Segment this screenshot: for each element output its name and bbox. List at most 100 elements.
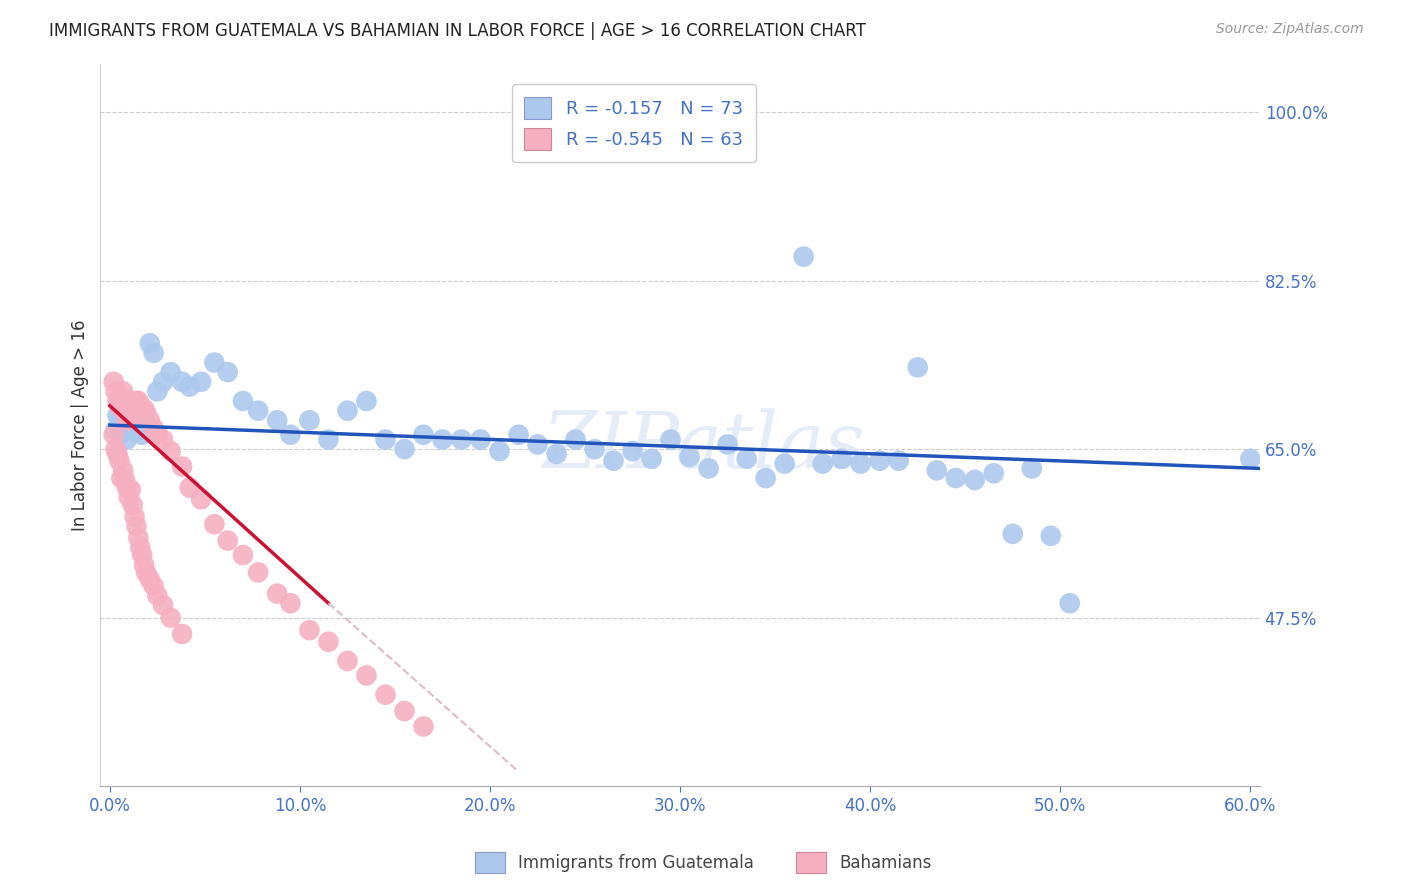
Point bbox=[104, 442, 127, 457]
Point bbox=[142, 421, 165, 435]
Point bbox=[945, 471, 967, 485]
Point bbox=[394, 704, 416, 718]
Point bbox=[146, 589, 169, 603]
Point bbox=[172, 375, 194, 389]
Point bbox=[869, 454, 891, 468]
Point bbox=[114, 418, 136, 433]
Point bbox=[115, 481, 138, 495]
Legend: R = -0.157   N = 73, R = -0.545   N = 63: R = -0.157 N = 73, R = -0.545 N = 63 bbox=[512, 84, 755, 162]
Point bbox=[190, 375, 212, 389]
Point bbox=[1059, 596, 1081, 610]
Point bbox=[114, 403, 136, 417]
Point bbox=[247, 403, 270, 417]
Point bbox=[112, 384, 135, 399]
Point bbox=[120, 409, 142, 423]
Point bbox=[1021, 461, 1043, 475]
Point bbox=[107, 447, 129, 461]
Point bbox=[336, 403, 359, 417]
Point bbox=[963, 473, 986, 487]
Point bbox=[107, 394, 129, 409]
Point bbox=[152, 375, 174, 389]
Point bbox=[1039, 529, 1062, 543]
Point bbox=[887, 454, 910, 468]
Point bbox=[678, 450, 700, 464]
Point bbox=[298, 623, 321, 637]
Point bbox=[112, 463, 135, 477]
Point bbox=[217, 365, 239, 379]
Point bbox=[831, 451, 853, 466]
Point bbox=[280, 427, 302, 442]
Text: IMMIGRANTS FROM GUATEMALA VS BAHAMIAN IN LABOR FORCE | AGE > 16 CORRELATION CHAR: IMMIGRANTS FROM GUATEMALA VS BAHAMIAN IN… bbox=[49, 22, 866, 40]
Point bbox=[336, 654, 359, 668]
Point bbox=[135, 421, 157, 435]
Point bbox=[121, 409, 143, 423]
Point bbox=[146, 384, 169, 399]
Point bbox=[135, 406, 157, 420]
Point bbox=[107, 409, 129, 423]
Point bbox=[793, 250, 815, 264]
Point bbox=[217, 533, 239, 548]
Point bbox=[135, 566, 157, 580]
Point bbox=[697, 461, 720, 475]
Point bbox=[115, 413, 138, 427]
Point bbox=[108, 454, 131, 468]
Point bbox=[120, 483, 142, 497]
Point bbox=[1001, 527, 1024, 541]
Point bbox=[152, 433, 174, 447]
Point bbox=[925, 463, 948, 477]
Point bbox=[450, 433, 472, 447]
Point bbox=[108, 427, 131, 442]
Point bbox=[983, 467, 1005, 481]
Point bbox=[508, 427, 530, 442]
Point bbox=[110, 413, 132, 427]
Point bbox=[374, 688, 396, 702]
Point bbox=[110, 394, 132, 409]
Point bbox=[546, 447, 568, 461]
Point bbox=[374, 433, 396, 447]
Legend: Immigrants from Guatemala, Bahamians: Immigrants from Guatemala, Bahamians bbox=[468, 846, 938, 880]
Point bbox=[104, 384, 127, 399]
Point bbox=[125, 394, 148, 409]
Point bbox=[124, 399, 146, 413]
Point bbox=[121, 423, 143, 437]
Point bbox=[120, 394, 142, 409]
Point bbox=[132, 415, 155, 429]
Point bbox=[118, 421, 141, 435]
Point bbox=[755, 471, 778, 485]
Point bbox=[139, 336, 162, 351]
Point bbox=[412, 719, 434, 733]
Point bbox=[356, 394, 378, 409]
Point bbox=[132, 401, 155, 416]
Point bbox=[432, 433, 454, 447]
Point bbox=[152, 598, 174, 612]
Point bbox=[232, 548, 254, 562]
Point bbox=[139, 413, 162, 427]
Point bbox=[131, 427, 153, 442]
Point bbox=[488, 444, 510, 458]
Point bbox=[127, 531, 149, 545]
Point bbox=[118, 399, 141, 413]
Point bbox=[621, 444, 644, 458]
Point bbox=[159, 444, 181, 458]
Point bbox=[811, 457, 834, 471]
Point bbox=[470, 433, 492, 447]
Point bbox=[114, 473, 136, 487]
Point bbox=[172, 627, 194, 641]
Point bbox=[717, 437, 740, 451]
Point bbox=[232, 394, 254, 409]
Point bbox=[104, 423, 127, 437]
Point bbox=[131, 548, 153, 562]
Point bbox=[142, 346, 165, 360]
Point bbox=[1239, 451, 1261, 466]
Point bbox=[108, 399, 131, 413]
Point bbox=[129, 421, 152, 435]
Point bbox=[318, 433, 340, 447]
Point bbox=[907, 360, 929, 375]
Point bbox=[190, 492, 212, 507]
Point bbox=[124, 509, 146, 524]
Y-axis label: In Labor Force | Age > 16: In Labor Force | Age > 16 bbox=[72, 319, 89, 531]
Point bbox=[110, 471, 132, 485]
Point bbox=[266, 586, 288, 600]
Text: Source: ZipAtlas.com: Source: ZipAtlas.com bbox=[1216, 22, 1364, 37]
Point bbox=[179, 481, 201, 495]
